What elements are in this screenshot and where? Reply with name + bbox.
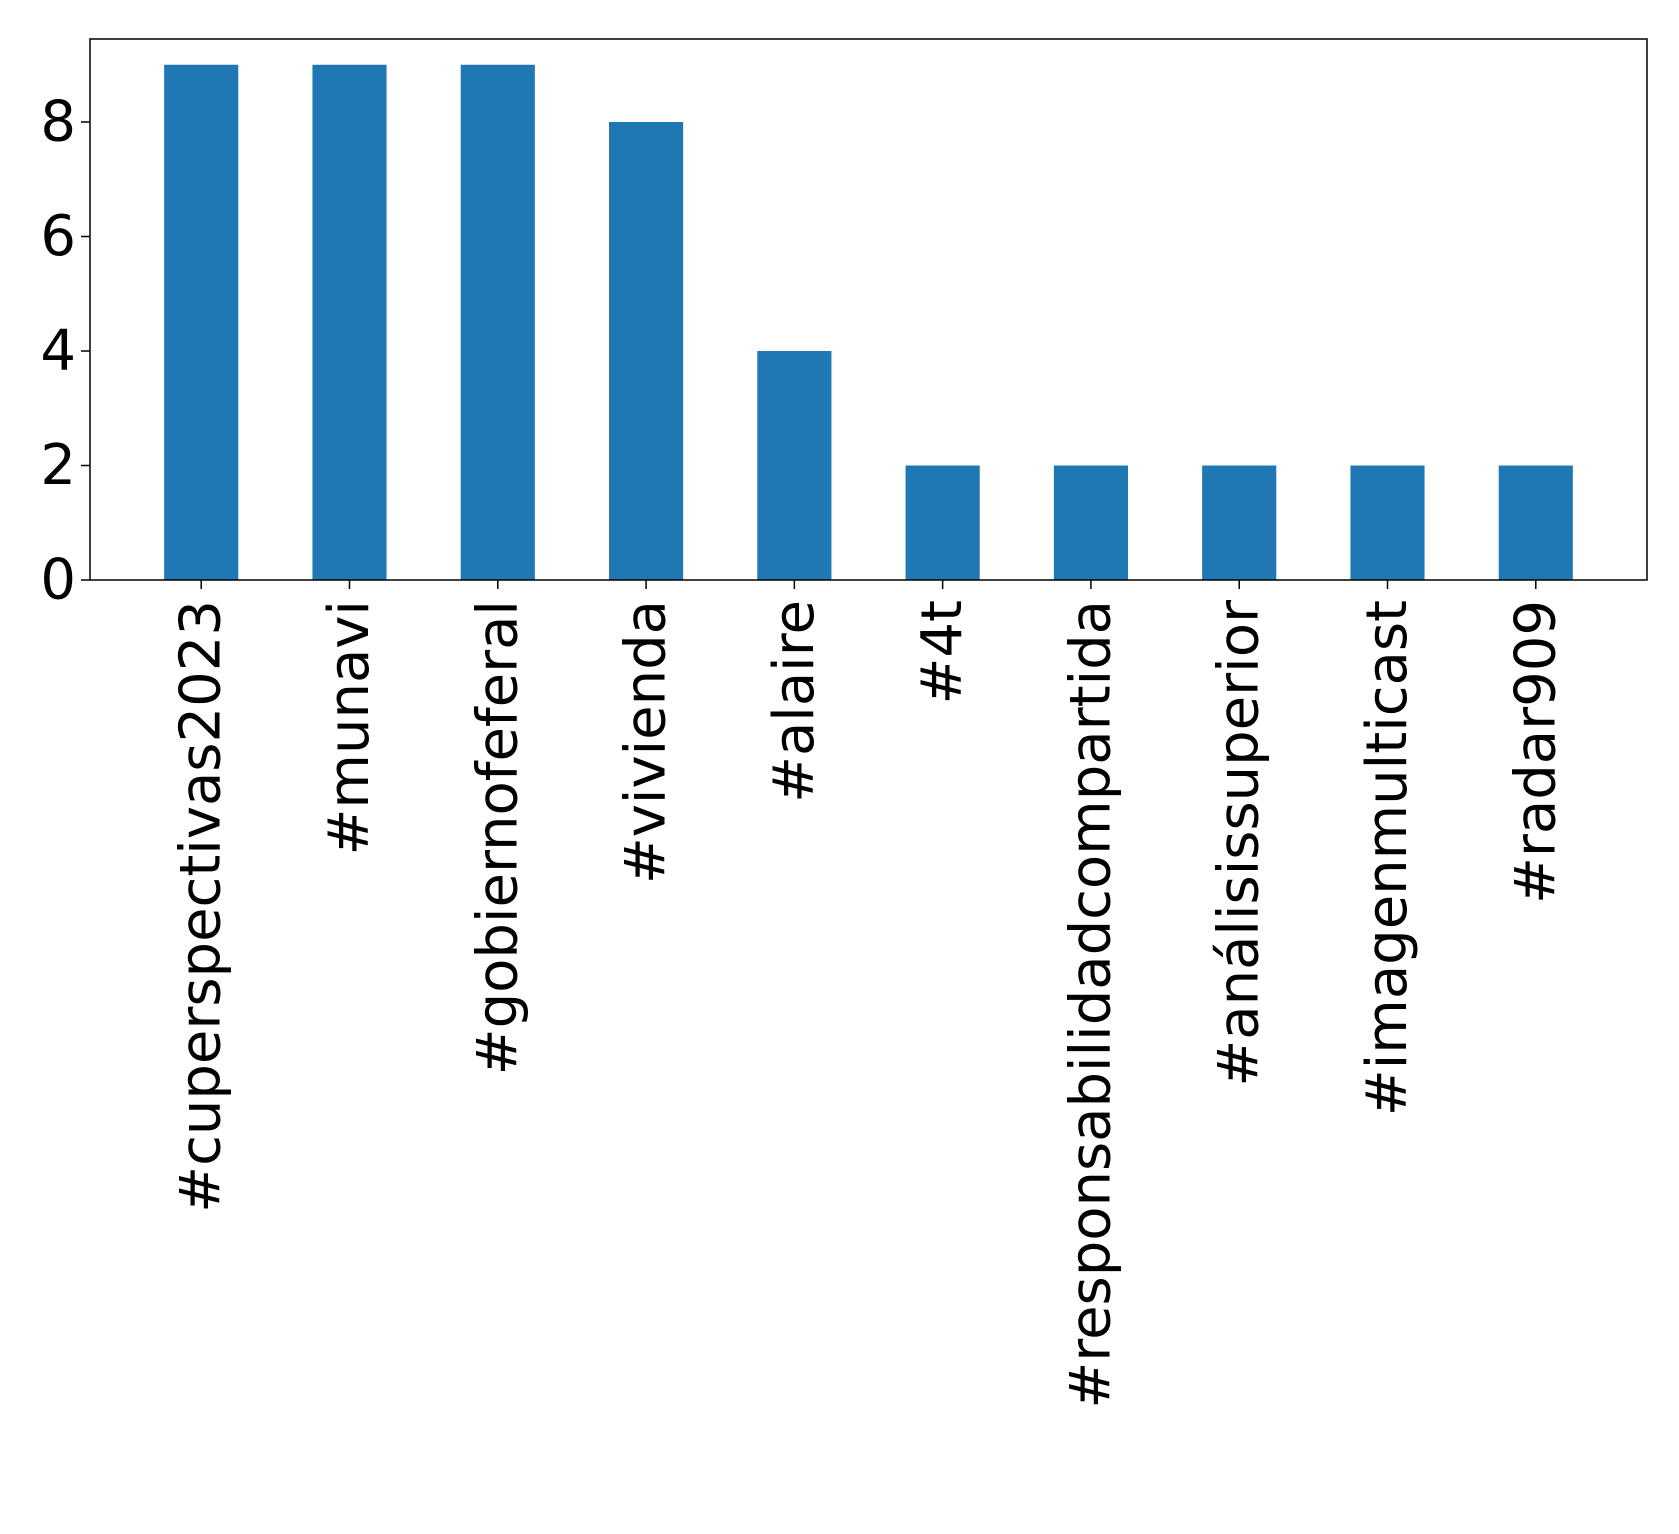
bar-cuperspectivas2023 <box>164 64 239 580</box>
y-tick-label: 4 <box>40 319 76 384</box>
bar-responsabilidadcompartida <box>1053 465 1128 580</box>
y-tick-label: 2 <box>40 433 76 498</box>
x-tick-label: #4t <box>910 600 975 705</box>
x-tick-label: #responsabilidadcompartida <box>1058 600 1123 1409</box>
bar-radar909 <box>1498 465 1573 580</box>
x-tick-label: #análisissuperior <box>1207 599 1272 1087</box>
x-tick-label: #vivienda <box>614 600 679 884</box>
y-tick-label: 6 <box>40 204 76 269</box>
bar-anlisissuperior <box>1202 465 1277 580</box>
x-ticks-group: #cuperspectivas2023 #munavi #gobiernofefer… <box>169 580 1568 1409</box>
axes-group <box>89 38 1648 581</box>
bars-group <box>164 64 1573 580</box>
y-tick-label: 0 <box>40 548 76 613</box>
bar-alaire <box>757 351 832 580</box>
bar-gobiernofeferal <box>460 64 535 580</box>
x-tick-label: #gobiernofeferal <box>465 600 530 1075</box>
bar-vivienda <box>609 122 684 580</box>
y-tick-label: 8 <box>40 90 76 155</box>
bar-4t <box>905 465 980 580</box>
x-tick-label: #imagenmulticast <box>1355 600 1420 1116</box>
y-ticks-group: 0 2 4 6 8 <box>40 90 90 613</box>
x-tick-label: #radar909 <box>1503 600 1568 904</box>
bar-imagenmulticast <box>1350 465 1425 580</box>
x-tick-label: #munavi <box>317 600 382 855</box>
x-tick-label: #alaire <box>762 600 827 803</box>
plot-frame <box>89 38 1648 581</box>
bar-munavi <box>312 64 387 580</box>
x-tick-label: #cuperspectivas2023 <box>169 600 234 1213</box>
